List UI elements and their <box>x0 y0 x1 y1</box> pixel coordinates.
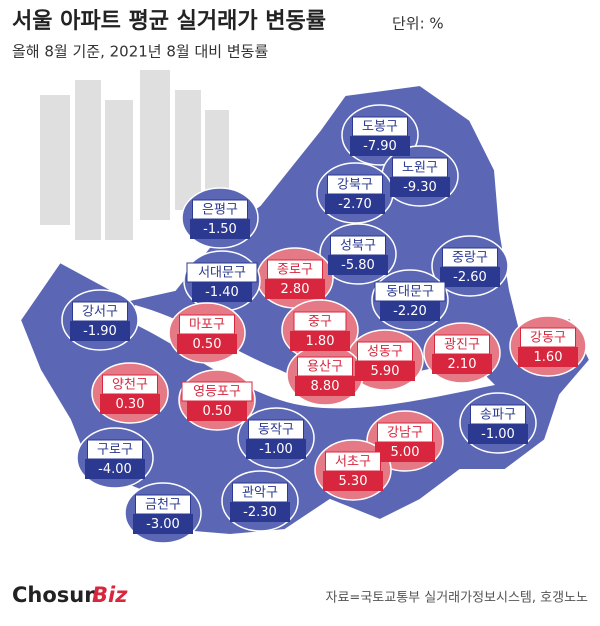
building-illustration <box>40 70 229 240</box>
district-value: 5.90 <box>371 364 400 379</box>
district-value-box <box>177 334 237 354</box>
district-value: -2.20 <box>393 304 427 319</box>
district-value-box <box>390 177 450 197</box>
district-value-box <box>192 282 252 302</box>
logo-main: Chosun <box>12 583 99 607</box>
labels-layer: 도봉구 -7.90 노원구 -9.30 강북구 -2.70 은평구 -1.50 성북구 -5.80… <box>70 116 578 534</box>
district-value: -4.00 <box>98 462 132 477</box>
district-name: 성동구 <box>367 345 403 360</box>
district-name: 종로구 <box>277 263 313 278</box>
district-value: 5.30 <box>339 474 368 489</box>
district-value-box <box>375 442 435 462</box>
district-value: -3.00 <box>146 517 180 532</box>
district-value: -1.00 <box>481 427 515 442</box>
district-name: 서대문구 <box>198 266 246 281</box>
district-value-box <box>432 354 492 374</box>
district-value-box <box>70 321 130 341</box>
district-name: 금천구 <box>145 498 181 513</box>
district-value-box <box>323 471 383 491</box>
district-name: 광진구 <box>444 338 480 353</box>
district-name: 관악구 <box>242 486 278 501</box>
district-value: 1.60 <box>534 350 563 365</box>
district-value-box <box>230 502 290 522</box>
district-name: 은평구 <box>202 203 238 218</box>
district-name: 중랑구 <box>452 251 488 266</box>
district-name: 성북구 <box>340 239 376 254</box>
district-value: 2.80 <box>281 282 310 297</box>
district-value-box <box>295 376 355 396</box>
district-value-box <box>265 279 325 299</box>
district-value: -1.00 <box>259 442 293 457</box>
district-value: -7.90 <box>363 139 397 154</box>
district-value: 2.10 <box>448 357 477 372</box>
district-name: 영등포구 <box>193 385 241 400</box>
district-value: 1.80 <box>306 334 335 349</box>
district-name: 송파구 <box>480 408 516 423</box>
district-value-box <box>350 136 410 156</box>
district-name: 노원구 <box>402 161 438 176</box>
source: 자료=국토교통부 실거래가정보시스템, 호갱노노 <box>326 591 589 606</box>
district-name: 강동구 <box>530 331 566 346</box>
district-name: 용산구 <box>307 360 343 375</box>
district-name: 양천구 <box>112 378 148 393</box>
district-name: 도봉구 <box>362 120 398 135</box>
district-value-box <box>133 514 193 534</box>
district-name: 동대문구 <box>386 285 434 300</box>
logo-accent: Biz <box>92 583 128 607</box>
district-value-box <box>355 361 415 381</box>
district-value-box <box>518 347 578 367</box>
district-value: -1.90 <box>83 324 117 339</box>
district-value-box <box>468 424 528 444</box>
district-name: 강남구 <box>387 426 423 441</box>
district-value: 5.00 <box>391 445 420 460</box>
district-value: -1.50 <box>203 222 237 237</box>
district-name: 강서구 <box>82 305 118 320</box>
district-value: 0.50 <box>193 337 222 352</box>
district-value: -5.80 <box>341 258 375 273</box>
district-value-box <box>85 459 145 479</box>
subtitle: 올해 8월 기준, 2021년 8월 대비 변동률 <box>12 43 268 61</box>
district-value-box <box>246 439 306 459</box>
district-value: -1.40 <box>205 285 239 300</box>
district-value: -2.30 <box>243 505 277 520</box>
district-value-box <box>325 194 385 214</box>
district-value: -9.30 <box>403 180 437 195</box>
district-name: 동작구 <box>258 423 294 438</box>
district-name: 강북구 <box>337 178 373 193</box>
district-value: -2.60 <box>453 270 487 285</box>
district-value: -2.70 <box>338 197 372 212</box>
district-value-box <box>380 301 440 321</box>
district-name: 서초구 <box>335 455 371 470</box>
title: 서울 아파트 평균 실거래가 변동률 <box>12 9 326 34</box>
district-value-box <box>187 401 247 421</box>
district-value: 8.80 <box>311 379 340 394</box>
district-name: 중구 <box>308 315 332 330</box>
district-value-box <box>328 255 388 275</box>
district-value-box <box>440 267 500 287</box>
district-value-box <box>100 394 160 414</box>
district-value: 0.50 <box>203 404 232 419</box>
district-name: 마포구 <box>189 318 225 333</box>
district-value-box <box>290 331 350 351</box>
unit: 단위: % <box>392 15 444 33</box>
district-value-box <box>190 219 250 239</box>
district-value: 0.30 <box>116 397 145 412</box>
district-name: 구로구 <box>97 443 133 458</box>
